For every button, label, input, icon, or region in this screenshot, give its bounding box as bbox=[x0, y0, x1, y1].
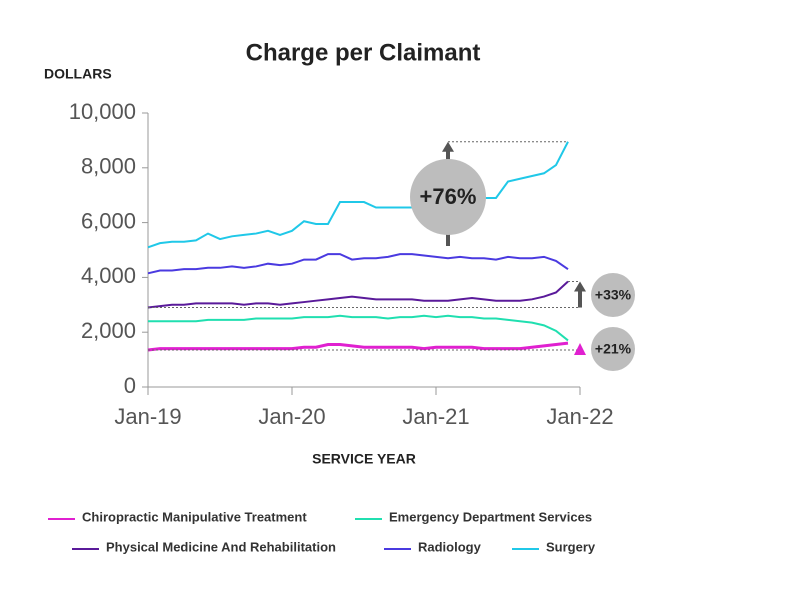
arrow-head bbox=[574, 343, 586, 355]
legend-label: Radiology bbox=[418, 539, 482, 554]
chart-title: Charge per Claimant bbox=[246, 39, 481, 66]
series-line bbox=[147, 280, 569, 309]
annotation: +76% bbox=[420, 184, 477, 209]
y-tick-label: 8,000 bbox=[81, 154, 136, 179]
series-line bbox=[147, 141, 569, 249]
annotation-bubble bbox=[410, 159, 486, 235]
y-tick-label: 6,000 bbox=[81, 208, 136, 233]
y-tick-label: 0 bbox=[124, 373, 136, 398]
arrow-head bbox=[574, 281, 586, 292]
series-line bbox=[147, 253, 569, 275]
annotation: +33% bbox=[595, 287, 632, 303]
legend-label: Surgery bbox=[546, 539, 596, 554]
x-tick-label: Jan-22 bbox=[546, 404, 613, 429]
arrow-head bbox=[442, 141, 454, 152]
y-tick-label: 4,000 bbox=[81, 263, 136, 288]
y-axis-label: DOLLARS bbox=[44, 66, 112, 82]
series-line bbox=[148, 314, 569, 342]
x-tick-label: Jan-20 bbox=[258, 404, 325, 429]
x-tick-label: Jan-21 bbox=[402, 404, 469, 429]
annotation: +21% bbox=[595, 341, 632, 357]
legend-label: Chiropractic Manipulative Treatment bbox=[82, 509, 307, 524]
y-tick-label: 2,000 bbox=[81, 318, 136, 343]
y-tick-label: 10,000 bbox=[69, 99, 136, 124]
legend-label: Physical Medicine And Rehabilitation bbox=[106, 539, 336, 554]
x-axis-label: SERVICE YEAR bbox=[312, 451, 416, 467]
series-line bbox=[147, 341, 569, 352]
annotation-bubble bbox=[591, 273, 635, 317]
legend-label: Emergency Department Services bbox=[389, 509, 592, 524]
x-tick-label: Jan-19 bbox=[114, 404, 181, 429]
annotation-bubble bbox=[591, 327, 635, 371]
